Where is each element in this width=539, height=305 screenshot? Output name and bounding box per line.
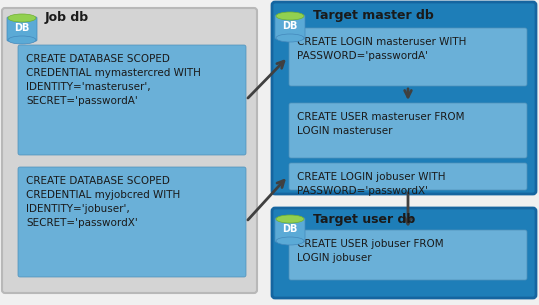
Ellipse shape (8, 36, 36, 44)
Text: DB: DB (15, 23, 30, 33)
Text: CREATE DATABASE SCOPED
CREDENTIAL myjobcred WITH
IDENTITY='jobuser',
SECRET='pas: CREATE DATABASE SCOPED CREDENTIAL myjobc… (26, 176, 180, 228)
Text: DB: DB (282, 224, 298, 234)
FancyBboxPatch shape (289, 230, 527, 280)
FancyBboxPatch shape (7, 17, 37, 41)
Ellipse shape (276, 237, 304, 245)
FancyBboxPatch shape (18, 45, 246, 155)
Ellipse shape (276, 12, 304, 20)
Text: CREATE LOGIN jobuser WITH
PASSWORD='passwordX': CREATE LOGIN jobuser WITH PASSWORD='pass… (297, 172, 446, 196)
FancyBboxPatch shape (289, 163, 527, 190)
Ellipse shape (276, 215, 304, 223)
FancyBboxPatch shape (289, 28, 527, 86)
FancyBboxPatch shape (2, 8, 257, 293)
Ellipse shape (8, 14, 36, 22)
FancyBboxPatch shape (272, 208, 536, 298)
Text: CREATE USER jobuser FROM
LOGIN jobuser: CREATE USER jobuser FROM LOGIN jobuser (297, 239, 444, 263)
FancyBboxPatch shape (275, 15, 305, 39)
FancyBboxPatch shape (289, 103, 527, 158)
Text: Target user db: Target user db (313, 213, 415, 225)
Text: CREATE USER masteruser FROM
LOGIN masteruser: CREATE USER masteruser FROM LOGIN master… (297, 112, 465, 136)
FancyBboxPatch shape (275, 218, 305, 242)
Text: CREATE LOGIN masteruser WITH
PASSWORD='passwordA': CREATE LOGIN masteruser WITH PASSWORD='p… (297, 37, 466, 61)
Text: Job db: Job db (45, 12, 89, 24)
FancyBboxPatch shape (272, 2, 536, 194)
FancyBboxPatch shape (18, 167, 246, 277)
Ellipse shape (276, 34, 304, 42)
Text: Target master db: Target master db (313, 9, 434, 23)
Text: CREATE DATABASE SCOPED
CREDENTIAL mymastercred WITH
IDENTITY='masteruser',
SECRE: CREATE DATABASE SCOPED CREDENTIAL mymast… (26, 54, 201, 106)
Text: DB: DB (282, 21, 298, 31)
